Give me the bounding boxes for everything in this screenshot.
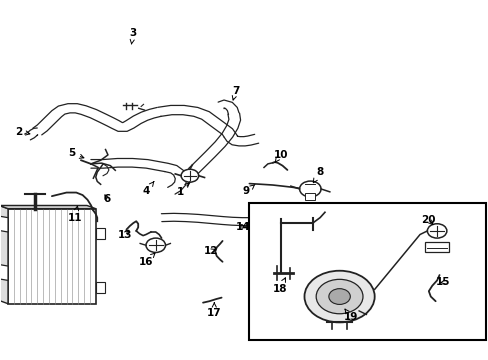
Polygon shape [8, 209, 96, 304]
Circle shape [427, 224, 446, 238]
Bar [96, 228, 104, 239]
Text: 11: 11 [67, 206, 82, 222]
Text: 1: 1 [176, 183, 189, 197]
Text: 6: 6 [103, 194, 110, 204]
Text: 16: 16 [139, 253, 155, 267]
Circle shape [299, 181, 321, 197]
Polygon shape [0, 206, 96, 209]
Text: 3: 3 [129, 28, 137, 44]
Text: 9: 9 [243, 185, 254, 197]
Circle shape [304, 271, 374, 322]
Bar [96, 282, 104, 293]
Text: 12: 12 [203, 246, 218, 256]
Text: 5: 5 [68, 148, 84, 158]
Text: 20: 20 [421, 215, 435, 225]
Text: 18: 18 [272, 278, 286, 294]
Text: 15: 15 [435, 277, 450, 287]
Text: 14: 14 [236, 222, 250, 232]
Text: 2: 2 [16, 127, 30, 136]
Text: 4: 4 [142, 181, 154, 197]
Circle shape [328, 289, 349, 305]
Text: 17: 17 [206, 303, 221, 318]
Text: 10: 10 [273, 150, 287, 163]
Circle shape [146, 238, 165, 252]
Bar [249, 203, 485, 339]
Polygon shape [0, 206, 8, 304]
Polygon shape [0, 264, 8, 280]
Circle shape [181, 169, 198, 182]
Polygon shape [0, 216, 8, 232]
Bar [424, 242, 448, 252]
Circle shape [316, 279, 362, 314]
Text: 7: 7 [232, 86, 239, 100]
Text: 13: 13 [118, 230, 132, 239]
Text: 8: 8 [313, 167, 323, 183]
Bar [305, 193, 315, 200]
Text: 19: 19 [343, 309, 357, 322]
